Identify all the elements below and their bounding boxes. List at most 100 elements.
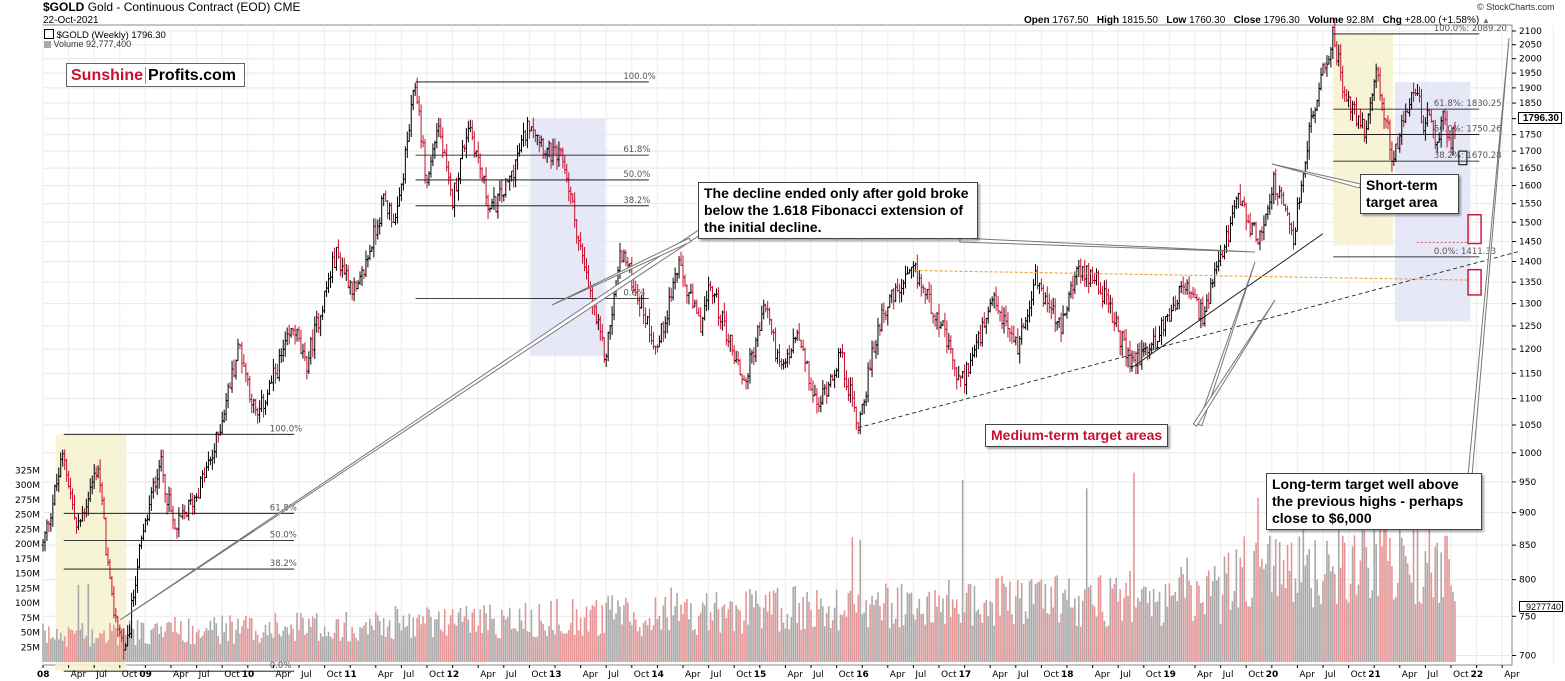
volume-bar	[843, 610, 846, 662]
volume-bar	[703, 605, 706, 662]
volume-bar	[1422, 586, 1425, 662]
volume-bar	[615, 613, 617, 662]
volume-bar	[778, 631, 781, 662]
volume-bar	[672, 615, 674, 662]
volume-bar	[233, 643, 235, 662]
volume-bar	[367, 634, 369, 662]
volume-bar	[1334, 573, 1336, 662]
fib-level-label: 0.0%	[270, 661, 292, 671]
volume-bar	[770, 614, 773, 662]
volume-bar	[1288, 570, 1291, 662]
volume-bar	[264, 624, 267, 662]
volume-tick-label: 325M	[15, 466, 40, 476]
volume-bar	[686, 599, 688, 662]
x-tick-label: 22	[1471, 670, 1484, 680]
scroll-up-icon[interactable]: ▲	[1481, 16, 1490, 25]
volume-bar	[1139, 601, 1141, 662]
volume-bar	[55, 628, 58, 662]
callout-pointer	[959, 237, 1256, 253]
volume-bar	[981, 622, 984, 662]
volume-bar	[1207, 570, 1210, 662]
x-tick-label: Apr	[480, 670, 496, 680]
price-tick-label: 1300	[1519, 300, 1542, 310]
volume-bar	[394, 605, 397, 662]
volume-bar	[398, 622, 401, 662]
volume-bar	[254, 630, 257, 662]
volume-bar	[128, 620, 131, 662]
price-tick-label: 1150	[1519, 369, 1542, 379]
volume-bar	[1276, 595, 1279, 662]
volume-bar	[629, 621, 631, 662]
volume-bar	[908, 593, 911, 662]
volume-bar	[1020, 582, 1023, 662]
volume-bar	[719, 632, 722, 662]
volume-bar	[930, 622, 932, 662]
volume-tick-label: 225M	[15, 525, 40, 535]
volume-bar	[904, 614, 907, 662]
volume-bar	[1286, 544, 1289, 662]
volume-bar	[1332, 566, 1334, 662]
volume-tick-label: 250M	[15, 511, 40, 521]
volume-bar	[759, 606, 761, 662]
volume-bar	[814, 626, 816, 662]
volume-bar	[317, 640, 320, 662]
volume-bar	[1093, 606, 1096, 662]
volume-bar	[1280, 584, 1283, 662]
volume-bar	[274, 612, 277, 662]
x-tick-label: Apr	[1095, 670, 1111, 680]
volume-bar	[172, 631, 174, 662]
volume-bar	[1426, 562, 1429, 662]
volume-bar	[900, 583, 903, 662]
target-boxes	[1458, 150, 1482, 296]
volume-bar	[308, 618, 310, 662]
volume-bar	[182, 640, 184, 662]
volume-bar	[518, 608, 521, 662]
fib-level-label: 38.2%	[623, 196, 650, 206]
volume-bar	[1357, 584, 1360, 662]
volume-bar	[185, 641, 188, 662]
volume-bar	[642, 622, 645, 662]
volume-bar	[1154, 602, 1157, 662]
volume-bar	[282, 630, 285, 662]
volume-bar	[684, 602, 686, 662]
x-tick-label: 18	[1061, 670, 1074, 680]
volume-bar	[1274, 539, 1277, 662]
volume-bar	[75, 630, 78, 662]
volume-bar	[664, 596, 667, 662]
volume-bar	[605, 602, 607, 662]
volume-bar	[280, 636, 283, 662]
x-tick-label: Apr	[1402, 670, 1418, 680]
volume-bar	[50, 638, 52, 662]
volume-bar	[93, 643, 95, 662]
volume-bar	[203, 631, 206, 662]
volume-bar	[439, 629, 442, 662]
volume-bar	[158, 634, 160, 662]
volume-bar	[371, 625, 373, 662]
volume-bar	[1028, 581, 1031, 662]
volume-bar	[1036, 582, 1039, 662]
volume-bar	[443, 608, 446, 662]
volume-bar	[223, 632, 225, 662]
volume-bar	[1343, 542, 1346, 662]
volume-bar	[1095, 616, 1098, 662]
volume-bar	[341, 637, 344, 662]
volume-bar	[853, 604, 856, 662]
volume-bar	[138, 639, 141, 662]
x-tick-label: 20	[1266, 670, 1279, 680]
x-tick-label: 16	[856, 670, 869, 680]
volume-bar	[205, 627, 208, 662]
volume-bar	[739, 610, 741, 662]
volume-bar	[571, 599, 574, 662]
fib-level-label: 61.8%	[270, 503, 297, 513]
volume-bar	[1326, 540, 1328, 662]
volume-bar	[863, 612, 865, 662]
volume-bar	[193, 644, 196, 662]
fibonacci-levels: 100.0% 61.8% 50.0% 38.2% 0.0% 100.0% 61.8% 50.0…	[63, 24, 1507, 672]
volume-bar	[1391, 566, 1393, 662]
volume-bar	[109, 623, 111, 662]
volume-bar	[912, 614, 915, 662]
volume-bar	[1113, 584, 1116, 662]
volume-bar	[1300, 582, 1303, 662]
volume-bar	[1170, 595, 1173, 662]
volume-bar	[755, 590, 757, 662]
